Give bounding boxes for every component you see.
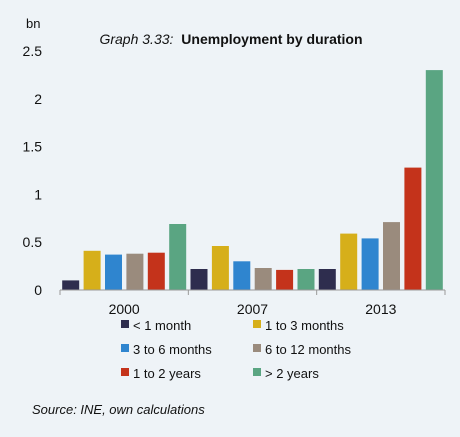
bar-2000-1	[83, 250, 101, 290]
legend-swatch	[253, 368, 261, 376]
bar-2013-5	[425, 70, 443, 290]
bar-2007-5	[297, 269, 315, 290]
legend-label: 1 to 3 months	[265, 318, 344, 333]
chart-title-prefix: Graph 3.33:	[99, 31, 173, 47]
bar-2007-2	[233, 261, 251, 290]
bar-2007-0	[190, 269, 208, 290]
bar-2013-1	[340, 233, 358, 290]
y-axis-label: bn	[26, 16, 40, 31]
chart-title-text: Unemployment by duration	[181, 31, 362, 47]
y-axis-ticks: 0 0.5 1 1.5 2 2.5	[23, 43, 43, 298]
y-tick-label: 2.5	[23, 43, 43, 59]
source-note: Source: INE, own calculations	[32, 402, 205, 417]
y-tick-label: 0.5	[23, 234, 43, 250]
bar-2013-2	[361, 238, 379, 290]
legend-swatch	[253, 320, 261, 328]
bar-2007-1	[211, 246, 229, 290]
x-tick-label: 2000	[109, 301, 140, 317]
bars-group	[62, 70, 443, 290]
legend-swatch	[253, 344, 261, 352]
legend-label: 1 to 2 years	[133, 366, 201, 381]
x-tick-label: 2013	[365, 301, 396, 317]
bar-2013-4	[404, 167, 422, 290]
y-tick-label: 0	[34, 282, 42, 298]
bar-2000-4	[147, 252, 165, 290]
y-tick-label: 2	[34, 91, 42, 107]
legend-label: < 1 month	[133, 318, 191, 333]
legend-swatch	[121, 320, 129, 328]
bar-2000-0	[62, 280, 80, 290]
legend: < 1 month 1 to 3 months 3 to 6 months 6 to …	[121, 318, 351, 381]
bar-2000-3	[126, 253, 144, 290]
x-axis-ticks: 2000 2007 2013	[59, 290, 446, 317]
bar-2000-2	[105, 254, 122, 290]
legend-label: 3 to 6 months	[133, 342, 212, 357]
y-tick-label: 1.5	[23, 139, 43, 155]
legend-swatch	[121, 368, 129, 376]
legend-label: 6 to 12 months	[265, 342, 351, 357]
legend-swatch	[121, 344, 129, 352]
bar-2007-4	[276, 269, 294, 290]
legend-label: > 2 years	[265, 366, 319, 381]
bar-2013-3	[383, 222, 400, 290]
bar-2000-5	[169, 224, 187, 290]
chart-title: Graph 3.33: Unemployment by duration	[99, 31, 362, 47]
y-tick-label: 1	[34, 186, 42, 202]
bar-2007-3	[254, 268, 272, 290]
x-tick-label: 2007	[237, 301, 268, 317]
bar-2013-0	[318, 269, 336, 290]
